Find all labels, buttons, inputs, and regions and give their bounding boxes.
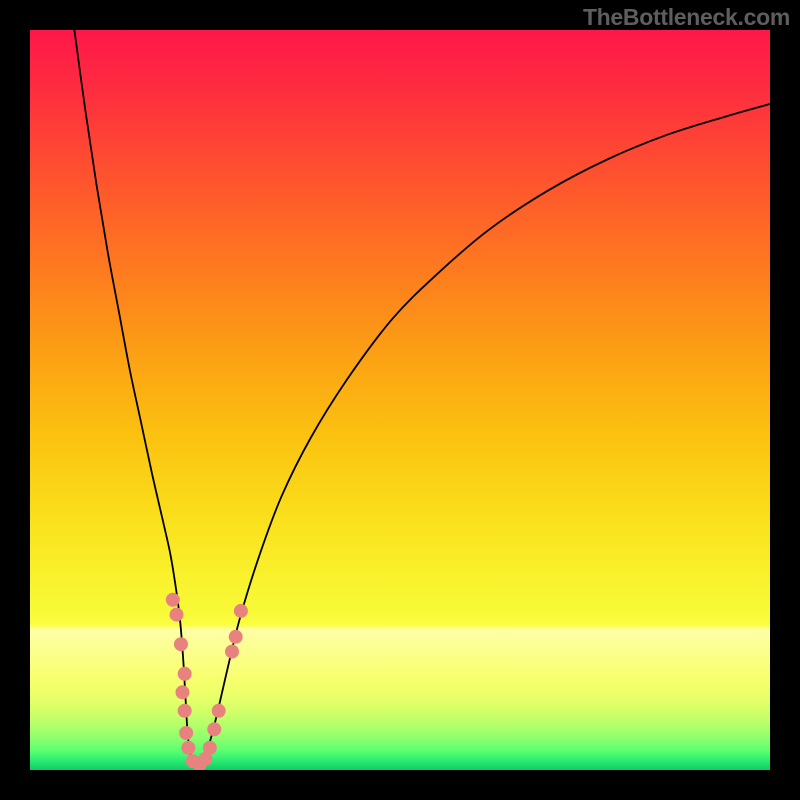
marker-point <box>207 722 221 736</box>
gradient-background <box>30 30 770 770</box>
marker-point <box>212 704 226 718</box>
marker-point <box>225 645 239 659</box>
marker-point <box>179 726 193 740</box>
marker-point <box>203 741 217 755</box>
marker-point <box>181 741 195 755</box>
marker-point <box>178 667 192 681</box>
chart-svg <box>30 30 770 770</box>
watermark-text: TheBottleneck.com <box>583 4 790 31</box>
chart-container: TheBottleneck.com <box>0 0 800 800</box>
marker-point <box>175 685 189 699</box>
marker-point <box>174 637 188 651</box>
marker-point <box>170 608 184 622</box>
marker-point <box>234 604 248 618</box>
marker-point <box>178 704 192 718</box>
plot-area <box>30 30 770 770</box>
marker-point <box>229 630 243 644</box>
marker-point <box>166 593 180 607</box>
